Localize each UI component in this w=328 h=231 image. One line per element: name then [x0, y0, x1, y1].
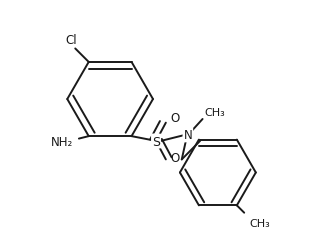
Text: CH₃: CH₃	[205, 107, 225, 117]
Text: Cl: Cl	[65, 34, 77, 47]
Text: CH₃: CH₃	[249, 218, 270, 228]
Text: S: S	[152, 135, 160, 148]
Text: O: O	[170, 112, 179, 125]
Text: NH₂: NH₂	[51, 135, 73, 148]
Text: O: O	[170, 152, 179, 164]
Text: N: N	[183, 129, 192, 142]
